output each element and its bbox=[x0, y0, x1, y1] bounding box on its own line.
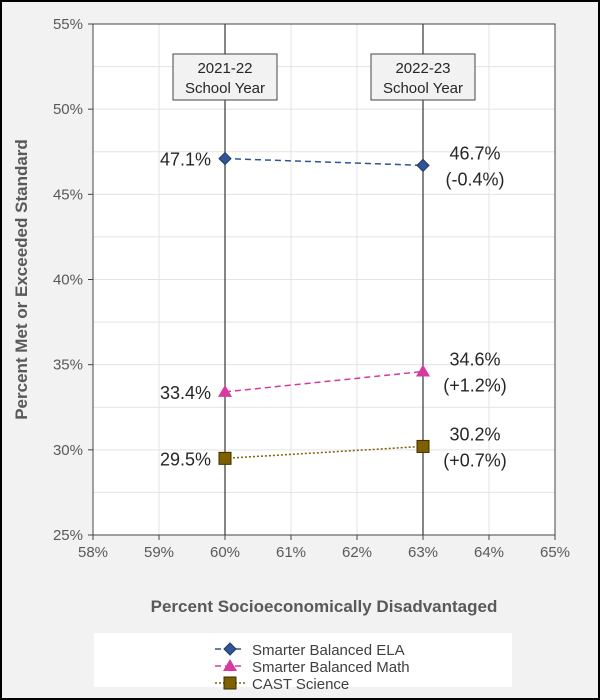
x-tick-label: 60% bbox=[210, 544, 240, 561]
legend-label: Smarter Balanced ELA bbox=[252, 642, 405, 659]
y-tick-label: 50% bbox=[53, 101, 83, 118]
data-label-smarter-balanced-math: 34.6% bbox=[449, 349, 500, 369]
data-label-smarter-balanced-ela: 46.7% bbox=[449, 143, 500, 163]
legend-label: Smarter Balanced Math bbox=[252, 659, 410, 676]
x-axis-label: Percent Socioeconomically Disadvantaged bbox=[151, 597, 498, 616]
y-tick-label: 30% bbox=[53, 442, 83, 459]
data-point-cast-science bbox=[416, 439, 430, 453]
data-label-smarter-balanced-ela: 47.1% bbox=[160, 150, 211, 170]
legend-marker bbox=[223, 659, 237, 671]
year-marker-label: 2021-22 bbox=[197, 60, 252, 77]
legend-marker bbox=[223, 676, 237, 690]
change-label-smarter-balanced-ela: (-0.4%) bbox=[445, 169, 504, 189]
series-line-smarter-balanced-ela bbox=[224, 157, 424, 167]
y-tick-label: 25% bbox=[53, 527, 83, 544]
y-tick-label: 55% bbox=[53, 16, 83, 33]
data-label-cast-science: 30.2% bbox=[449, 424, 500, 444]
series-line-cast-science bbox=[224, 445, 424, 460]
change-label-cast-science: (+0.7%) bbox=[443, 450, 507, 470]
change-label-smarter-balanced-math: (+1.2%) bbox=[443, 375, 507, 395]
year-marker-sublabel: School Year bbox=[185, 80, 265, 97]
y-axis-label: Percent Met or Exceeded Standard bbox=[12, 139, 31, 420]
year-marker-sublabel: School Year bbox=[383, 80, 463, 97]
year-marker-box bbox=[172, 53, 278, 101]
year-marker-label: 2022-23 bbox=[395, 60, 450, 77]
x-tick-label: 65% bbox=[540, 544, 570, 561]
year-marker-box bbox=[370, 53, 476, 101]
data-point-smarter-balanced-ela bbox=[218, 151, 232, 166]
y-tick-label: 45% bbox=[53, 186, 83, 203]
legend-label: CAST Science bbox=[252, 676, 349, 693]
data-label-cast-science: 29.5% bbox=[160, 449, 211, 469]
x-tick-label: 59% bbox=[144, 544, 174, 561]
data-label-smarter-balanced-math: 33.4% bbox=[160, 383, 211, 403]
data-point-cast-science bbox=[218, 451, 232, 465]
data-point-smarter-balanced-math bbox=[218, 384, 232, 397]
legend-marker bbox=[223, 642, 237, 656]
x-tick-label: 61% bbox=[276, 544, 306, 561]
x-tick-label: 63% bbox=[408, 544, 438, 561]
legend bbox=[94, 633, 512, 687]
data-point-smarter-balanced-math bbox=[416, 364, 430, 377]
x-tick-label: 58% bbox=[78, 544, 108, 561]
y-tick-label: 40% bbox=[53, 272, 83, 289]
x-tick-label: 64% bbox=[474, 544, 504, 561]
y-tick-label: 35% bbox=[53, 357, 83, 374]
data-point-smarter-balanced-ela bbox=[416, 158, 430, 173]
series-line-smarter-balanced-math bbox=[224, 370, 424, 393]
x-tick-label: 62% bbox=[342, 544, 372, 561]
